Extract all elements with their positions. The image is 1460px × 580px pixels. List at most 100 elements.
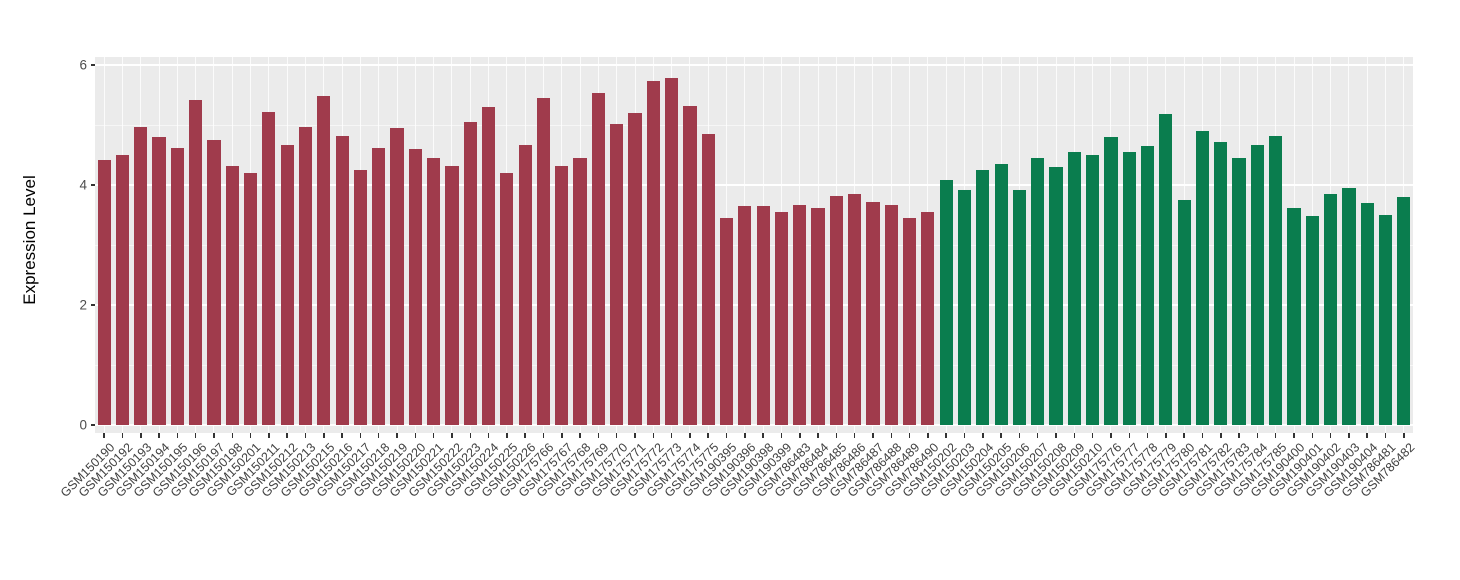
- x-tick-mark: [579, 433, 581, 438]
- bar: [536, 98, 551, 425]
- x-tick-mark: [1256, 433, 1259, 438]
- bar: [353, 170, 368, 425]
- bar: [994, 164, 1008, 425]
- y-tick-mark: [90, 184, 95, 186]
- x-tick-mark: [542, 433, 545, 438]
- x-tick-mark: [1000, 433, 1002, 438]
- bar: [811, 207, 825, 425]
- x-tick-mark: [140, 433, 142, 438]
- gridline-minor: [95, 245, 1413, 246]
- plot-panel: [95, 57, 1413, 433]
- x-tick-mark: [524, 433, 526, 438]
- y-tick-label: 4: [79, 177, 87, 193]
- bar: [1159, 114, 1173, 425]
- bar: [390, 128, 404, 425]
- y-tick-label: 0: [79, 417, 87, 433]
- x-tick-mark: [1238, 433, 1240, 438]
- bar: [1122, 152, 1136, 425]
- x-tick-mark: [1146, 433, 1149, 438]
- bar: [481, 107, 496, 425]
- bar: [957, 189, 972, 425]
- bar: [134, 126, 148, 425]
- x-tick-mark: [506, 433, 508, 438]
- bar: [97, 159, 111, 425]
- bar: [1342, 188, 1356, 425]
- bar: [1086, 155, 1100, 425]
- x-tick-mark: [1128, 433, 1130, 438]
- x-tick-mark: [1384, 433, 1387, 438]
- bar: [1067, 152, 1081, 425]
- x-tick-mark: [1165, 433, 1167, 438]
- bar: [1397, 197, 1411, 425]
- bar: [939, 180, 953, 425]
- x-tick-mark: [872, 433, 874, 438]
- x-tick-mark: [1403, 433, 1405, 438]
- bar: [902, 218, 917, 425]
- bar: [152, 137, 166, 425]
- x-tick-mark: [1036, 433, 1039, 438]
- x-tick-mark: [396, 433, 398, 438]
- y-tick-mark: [90, 424, 95, 426]
- bar: [774, 212, 789, 425]
- bar: [170, 147, 184, 425]
- bar: [262, 111, 276, 425]
- x-tick-mark: [963, 433, 966, 438]
- x-tick-mark: [341, 433, 343, 438]
- x-tick-mark: [890, 433, 893, 438]
- x-tick-mark: [359, 433, 362, 438]
- bar: [1250, 144, 1264, 425]
- bar: [628, 113, 642, 425]
- x-tick-mark: [103, 433, 105, 438]
- bar: [500, 173, 514, 425]
- x-tick-mark: [213, 433, 215, 438]
- x-tick-mark: [744, 433, 746, 438]
- gridline-major: [95, 304, 1413, 306]
- x-tick-mark: [927, 433, 929, 438]
- x-tick-mark: [487, 433, 490, 438]
- bar: [207, 140, 221, 425]
- x-tick-mark: [304, 433, 307, 438]
- x-tick-mark: [707, 433, 709, 438]
- bar: [1324, 194, 1338, 425]
- bar: [719, 218, 734, 425]
- x-tick-mark: [323, 433, 325, 438]
- x-tick-mark: [835, 433, 838, 438]
- y-tick-mark: [90, 304, 95, 306]
- x-tick-mark: [670, 433, 673, 438]
- bar: [610, 123, 624, 425]
- bar: [756, 206, 770, 425]
- bar: [921, 212, 935, 425]
- bar: [1140, 146, 1155, 425]
- bar: [298, 126, 313, 425]
- x-tick-mark: [268, 433, 270, 438]
- bar: [317, 96, 331, 425]
- bar: [738, 206, 752, 425]
- bar: [683, 105, 697, 425]
- bar: [518, 144, 532, 425]
- x-tick-mark: [158, 433, 160, 438]
- x-tick-mark: [176, 433, 179, 438]
- y-tick-label: 2: [79, 297, 87, 313]
- x-tick-mark: [1055, 433, 1057, 438]
- gridline-minor: [95, 365, 1413, 366]
- y-axis-title: Expression Level: [20, 175, 39, 305]
- bar: [243, 173, 258, 425]
- x-tick-mark: [469, 433, 471, 438]
- x-tick-mark: [652, 433, 655, 438]
- bar: [1287, 207, 1301, 425]
- x-tick-mark: [231, 433, 234, 438]
- x-tick-mark: [1329, 433, 1332, 438]
- x-tick-mark: [286, 433, 288, 438]
- x-tick-mark: [561, 433, 563, 438]
- x-tick-mark: [249, 433, 252, 438]
- gridline-major: [95, 424, 1413, 426]
- bar: [280, 144, 294, 425]
- bar: [1378, 215, 1393, 425]
- bar: [829, 195, 843, 425]
- bar: [555, 165, 569, 425]
- x-tick-mark: [725, 433, 728, 438]
- bar: [866, 201, 880, 425]
- bar: [976, 170, 990, 425]
- bar: [646, 81, 660, 425]
- x-tick-mark: [194, 433, 197, 438]
